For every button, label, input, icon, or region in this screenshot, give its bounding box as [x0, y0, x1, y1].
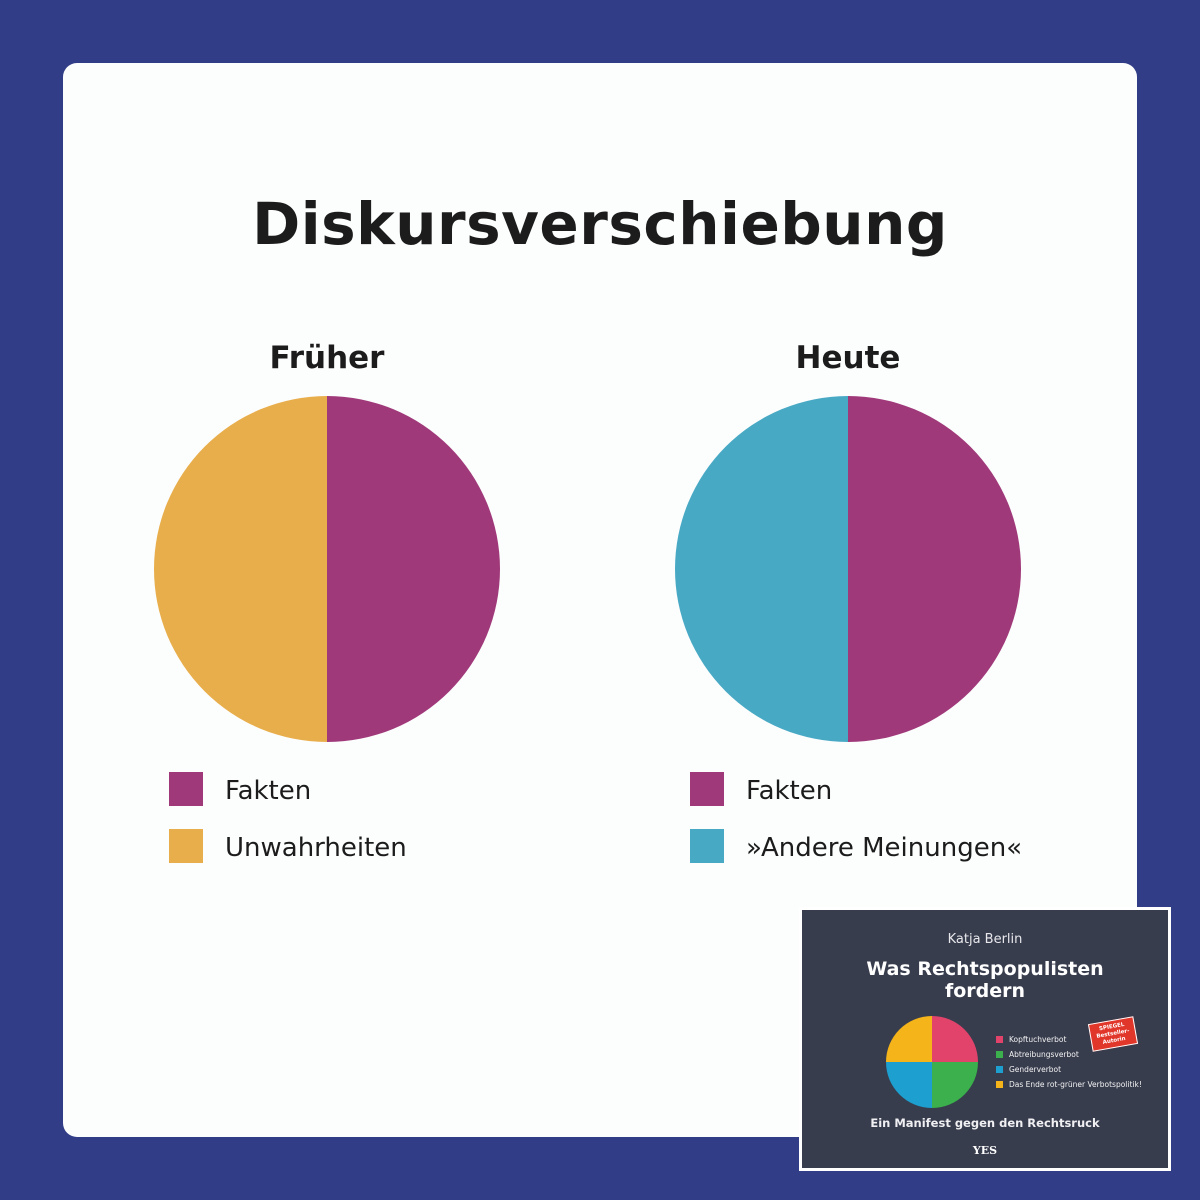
book-legend-item: Genderverbot	[996, 1062, 1142, 1077]
book-pie-chart	[886, 1016, 978, 1108]
legend-swatch	[690, 772, 724, 806]
chart-subtitle: Früher	[270, 340, 386, 376]
book-legend-label: Das Ende rot-grüner Verbotspolitik!	[1009, 1080, 1142, 1089]
book-pie-slice	[932, 1016, 978, 1062]
book-legend-swatch	[996, 1036, 1003, 1043]
book-pie-slice	[886, 1062, 932, 1108]
legend-label: Fakten	[746, 776, 832, 806]
pie-slice-fakten	[327, 396, 500, 742]
pie-chart-frueher: Früher Fakten Unwahrheiten	[154, 340, 500, 863]
legend-swatch	[169, 772, 203, 806]
legend-label: Unwahrheiten	[225, 833, 407, 863]
publisher-logo: YES	[972, 1144, 998, 1157]
book-legend-swatch	[996, 1051, 1003, 1058]
legend-swatch	[169, 829, 203, 863]
book-pie-slice	[932, 1062, 978, 1108]
legend-label: Fakten	[225, 776, 311, 806]
book-legend-swatch	[996, 1081, 1003, 1088]
pie-slice-other	[154, 396, 327, 742]
book-title-line1: Was Rechtspopulisten	[866, 958, 1104, 980]
book-author: Katja Berlin	[947, 932, 1023, 947]
book-legend: Kopftuchverbot Abtreibungsverbot Genderver…	[996, 1032, 1142, 1092]
pie-charts: Früher Fakten Unwahrheiten Heute Fakten »And…	[154, 340, 1022, 863]
book-pie-slice	[886, 1016, 932, 1062]
book-legend-item: Abtreibungsverbot	[996, 1047, 1142, 1062]
book-cover[interactable]: Katja Berlin Was Rechtspopulisten forder…	[799, 907, 1171, 1171]
book-legend-swatch	[996, 1066, 1003, 1073]
book-legend-item: Das Ende rot-grüner Verbotspolitik!	[996, 1077, 1142, 1092]
book-title: Was Rechtspopulisten fordern	[802, 958, 1168, 1002]
book-legend-label: Kopftuchverbot	[1009, 1035, 1067, 1044]
pie-slice-other	[675, 396, 848, 742]
book-legend-item: Kopftuchverbot	[996, 1032, 1142, 1047]
legend-swatch	[690, 829, 724, 863]
book-title-line2: fordern	[944, 980, 1026, 1002]
legend-label: »Andere Meinungen«	[746, 833, 1022, 863]
pie-chart-heute: Heute Fakten »Andere Meinungen«	[675, 340, 1022, 863]
book-legend-label: Genderverbot	[1009, 1065, 1062, 1074]
page-title: Diskursverschiebung	[252, 190, 948, 258]
book-subtitle: Ein Manifest gegen den Rechtsruck	[870, 1116, 1100, 1130]
chart-subtitle: Heute	[796, 340, 901, 376]
book-legend-label: Abtreibungsverbot	[1009, 1050, 1079, 1059]
pie-slice-fakten	[848, 396, 1021, 742]
